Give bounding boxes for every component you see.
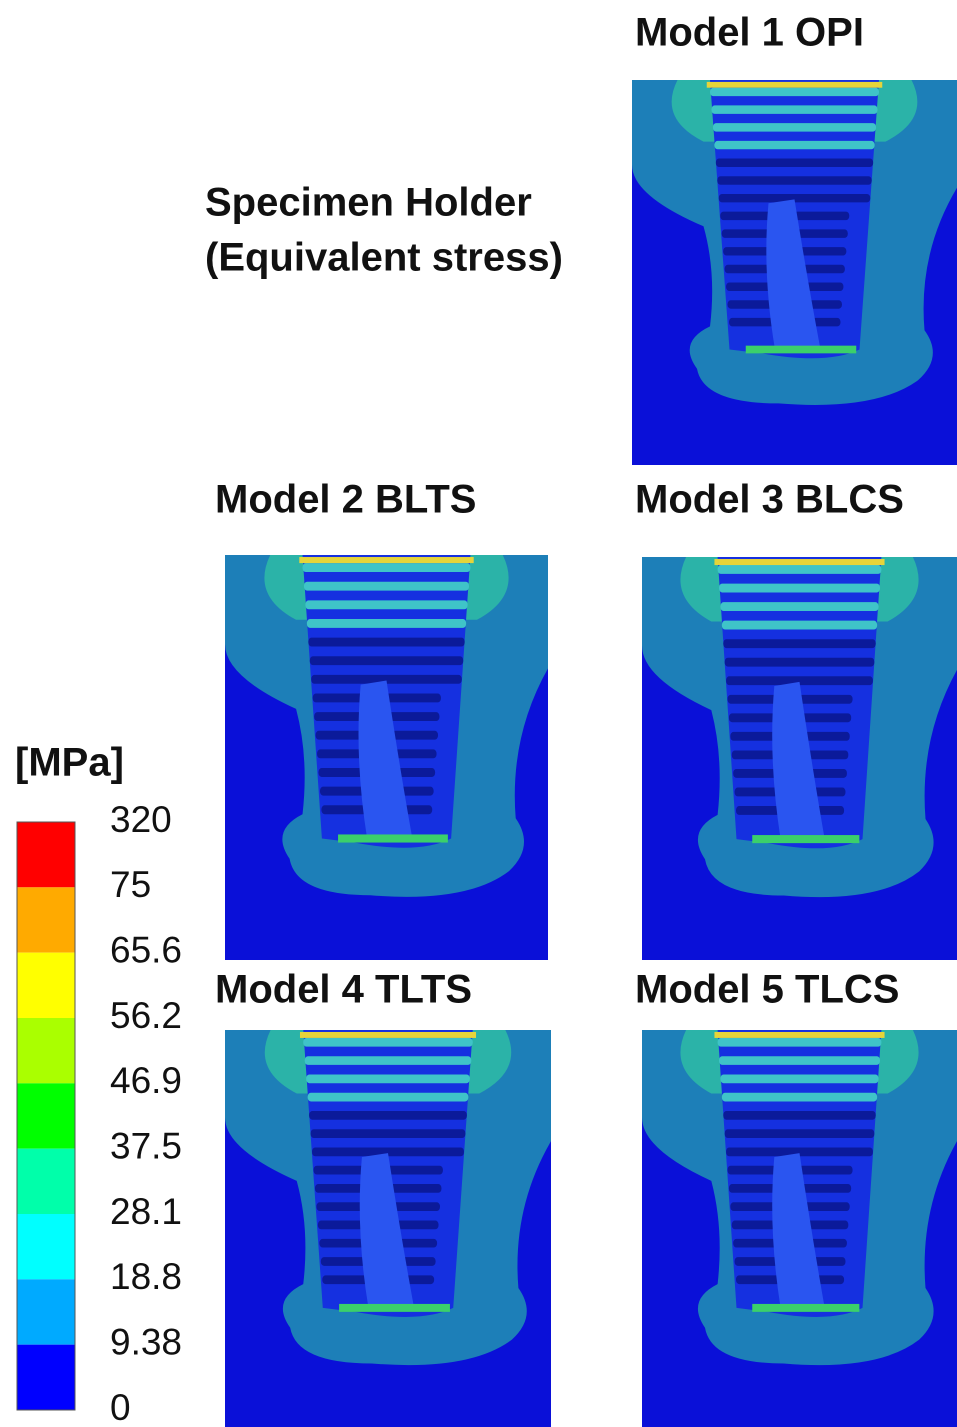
thread: [308, 1093, 469, 1102]
thread: [719, 1056, 880, 1065]
thread: [723, 1111, 875, 1120]
top-thread: [707, 82, 883, 88]
legend-level: 9.38: [110, 1321, 182, 1362]
thread: [722, 1093, 877, 1102]
thread: [711, 105, 877, 113]
legend-level: 56.2: [110, 995, 182, 1036]
stress-plot: [632, 80, 957, 465]
top-thread: [714, 559, 884, 565]
thread: [717, 176, 871, 184]
legend-swatch: [17, 953, 75, 1018]
top-thread: [299, 557, 473, 563]
thread: [719, 584, 880, 593]
legend-level: 37.5: [110, 1125, 182, 1166]
stress-plot: [642, 557, 957, 960]
thread: [718, 565, 882, 574]
stress-plot: [225, 555, 548, 960]
heading-line2: (Equivalent stress): [205, 236, 563, 280]
legend-level: 46.9: [110, 1060, 182, 1101]
legend-level: 18.8: [110, 1256, 182, 1297]
thread: [710, 88, 879, 96]
legend-swatch: [17, 1149, 75, 1214]
legend-swatch: [17, 822, 75, 887]
legend-level: 65.6: [110, 929, 182, 970]
base: [752, 1304, 859, 1312]
base: [338, 834, 448, 842]
thread: [723, 639, 875, 648]
thread: [720, 1074, 878, 1083]
thread: [306, 1074, 470, 1083]
legend-swatch: [17, 1083, 75, 1148]
base: [752, 835, 859, 843]
thread: [722, 621, 877, 630]
panel-label: Model 5 TLCS: [635, 968, 899, 1012]
thread: [304, 582, 469, 591]
thread: [716, 159, 873, 167]
panel-label: Model 4 TLTS: [215, 968, 472, 1012]
page: Specimen Holder (Equivalent stress) [MPa…: [0, 0, 957, 1427]
thread: [714, 141, 874, 149]
thread: [303, 563, 471, 572]
thread: [310, 656, 463, 665]
heading-line1: Specimen Holder: [205, 181, 532, 225]
panel-label: Model 2 BLTS: [215, 478, 476, 522]
stress-plot: [642, 1030, 957, 1427]
thread: [305, 600, 467, 609]
thread: [305, 1056, 472, 1065]
legend-level: 0: [110, 1387, 131, 1427]
base: [746, 346, 857, 354]
top-thread: [714, 1032, 884, 1038]
thread: [308, 638, 464, 647]
stress-plot: [225, 1030, 551, 1427]
legend-swatch: [17, 887, 75, 952]
legend-swatch: [17, 1345, 75, 1410]
figure: Specimen Holder (Equivalent stress) [MPa…: [0, 0, 957, 1427]
thread: [713, 123, 876, 131]
top-thread: [300, 1032, 476, 1038]
thread: [725, 1129, 875, 1138]
thread: [303, 1038, 473, 1047]
legend-level: 75: [110, 864, 151, 905]
panel-label: Model 3 BLCS: [635, 478, 904, 522]
thread: [307, 619, 466, 628]
base: [339, 1304, 450, 1312]
thread: [725, 658, 875, 667]
legend-level: 28.1: [110, 1191, 182, 1232]
legend-unit: [MPa]: [15, 741, 124, 785]
legend-swatch: [17, 1018, 75, 1083]
legend-swatch: [17, 1214, 75, 1279]
thread: [720, 602, 878, 611]
thread: [309, 1111, 467, 1120]
legend-level: 320: [110, 799, 172, 840]
panel-label: Model 1 OPI: [635, 11, 864, 55]
thread: [311, 1129, 466, 1138]
thread: [718, 1038, 882, 1047]
legend-swatch: [17, 1279, 75, 1344]
